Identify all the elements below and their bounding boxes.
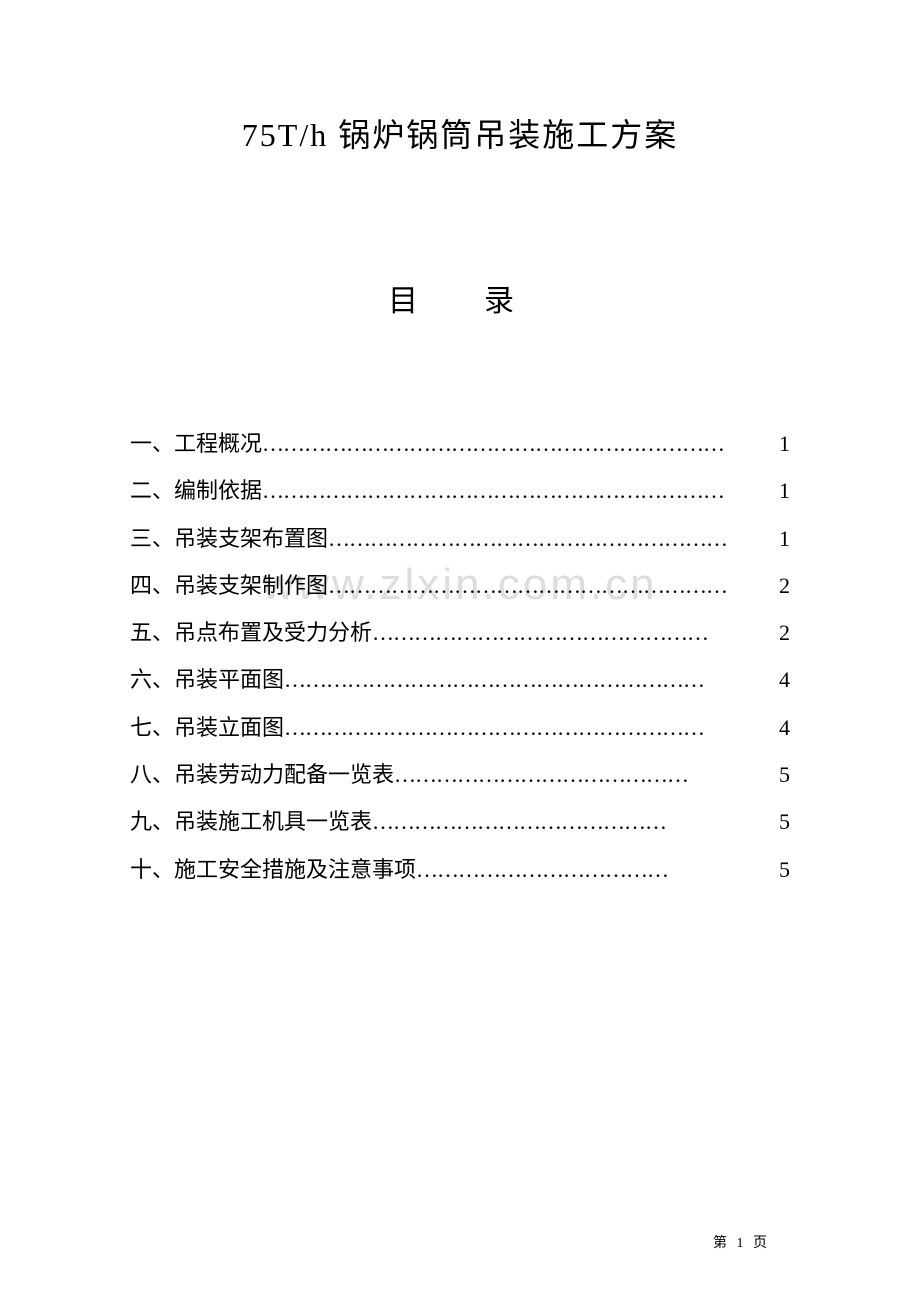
toc-dots: ………………………………………… <box>372 609 779 656</box>
toc-item-page: 4 <box>779 656 790 703</box>
toc-item-label: 六、吊装平面图 <box>130 656 284 703</box>
toc-item-page: 2 <box>779 562 790 609</box>
toc-item: 八、吊装劳动力配备一览表 …………………………………… 5 <box>130 751 790 798</box>
toc-item-label: 三、吊装支架布置图 <box>130 515 328 562</box>
toc-dots: ………………………………………………………… <box>262 420 779 467</box>
toc-item-label: 二、编制依据 <box>130 467 262 514</box>
toc-item: 一、工程概况 ………………………………………………………… 1 <box>130 420 790 467</box>
toc-item: 二、编制依据 ………………………………………………………… 1 <box>130 467 790 514</box>
toc-list: 一、工程概况 ………………………………………………………… 1 二、编制依据 …… <box>130 420 790 893</box>
toc-dots: ………………………………………………… <box>328 562 779 609</box>
toc-item-page: 1 <box>779 467 790 514</box>
toc-item-page: 5 <box>779 751 790 798</box>
toc-item-page: 1 <box>779 515 790 562</box>
toc-dots: …………………………………… <box>394 751 779 798</box>
toc-item-page: 4 <box>779 704 790 751</box>
toc-item-page: 5 <box>779 798 790 845</box>
toc-item-page: 5 <box>779 846 790 893</box>
toc-dots: …………………………………… <box>372 798 779 845</box>
toc-dots: …………………………………………………… <box>284 704 779 751</box>
toc-item: 四、吊装支架制作图 ………………………………………………… 2 <box>130 562 790 609</box>
toc-item: 三、吊装支架布置图 ………………………………………………… 1 <box>130 515 790 562</box>
toc-item: 七、吊装立面图 …………………………………………………… 4 <box>130 704 790 751</box>
document-title: 75T/h 锅炉锅筒吊装施工方案 <box>130 110 790 156</box>
toc-item-label: 八、吊装劳动力配备一览表 <box>130 751 394 798</box>
toc-dots: ……………………………… <box>416 846 779 893</box>
toc-item: 十、施工安全措施及注意事项 ……………………………… 5 <box>130 846 790 893</box>
toc-item: 九、吊装施工机具一览表 …………………………………… 5 <box>130 798 790 845</box>
toc-item: 五、吊点布置及受力分析 ………………………………………… 2 <box>130 609 790 656</box>
toc-item-label: 七、吊装立面图 <box>130 704 284 751</box>
page-container: 75T/h 锅炉锅筒吊装施工方案 目 录 一、工程概况 ………………………………… <box>0 0 920 1302</box>
toc-item: 六、吊装平面图 …………………………………………………… 4 <box>130 656 790 703</box>
toc-item-label: 十、施工安全措施及注意事项 <box>130 846 416 893</box>
toc-item-label: 一、工程概况 <box>130 420 262 467</box>
toc-item-label: 五、吊点布置及受力分析 <box>130 609 372 656</box>
toc-heading: 目 录 <box>130 276 790 320</box>
toc-item-page: 1 <box>779 420 790 467</box>
toc-dots: ………………………………………………… <box>328 515 779 562</box>
toc-item-page: 2 <box>779 609 790 656</box>
toc-item-label: 九、吊装施工机具一览表 <box>130 798 372 845</box>
toc-item-label: 四、吊装支架制作图 <box>130 562 328 609</box>
toc-dots: …………………………………………………… <box>284 656 779 703</box>
toc-dots: ………………………………………………………… <box>262 467 779 514</box>
